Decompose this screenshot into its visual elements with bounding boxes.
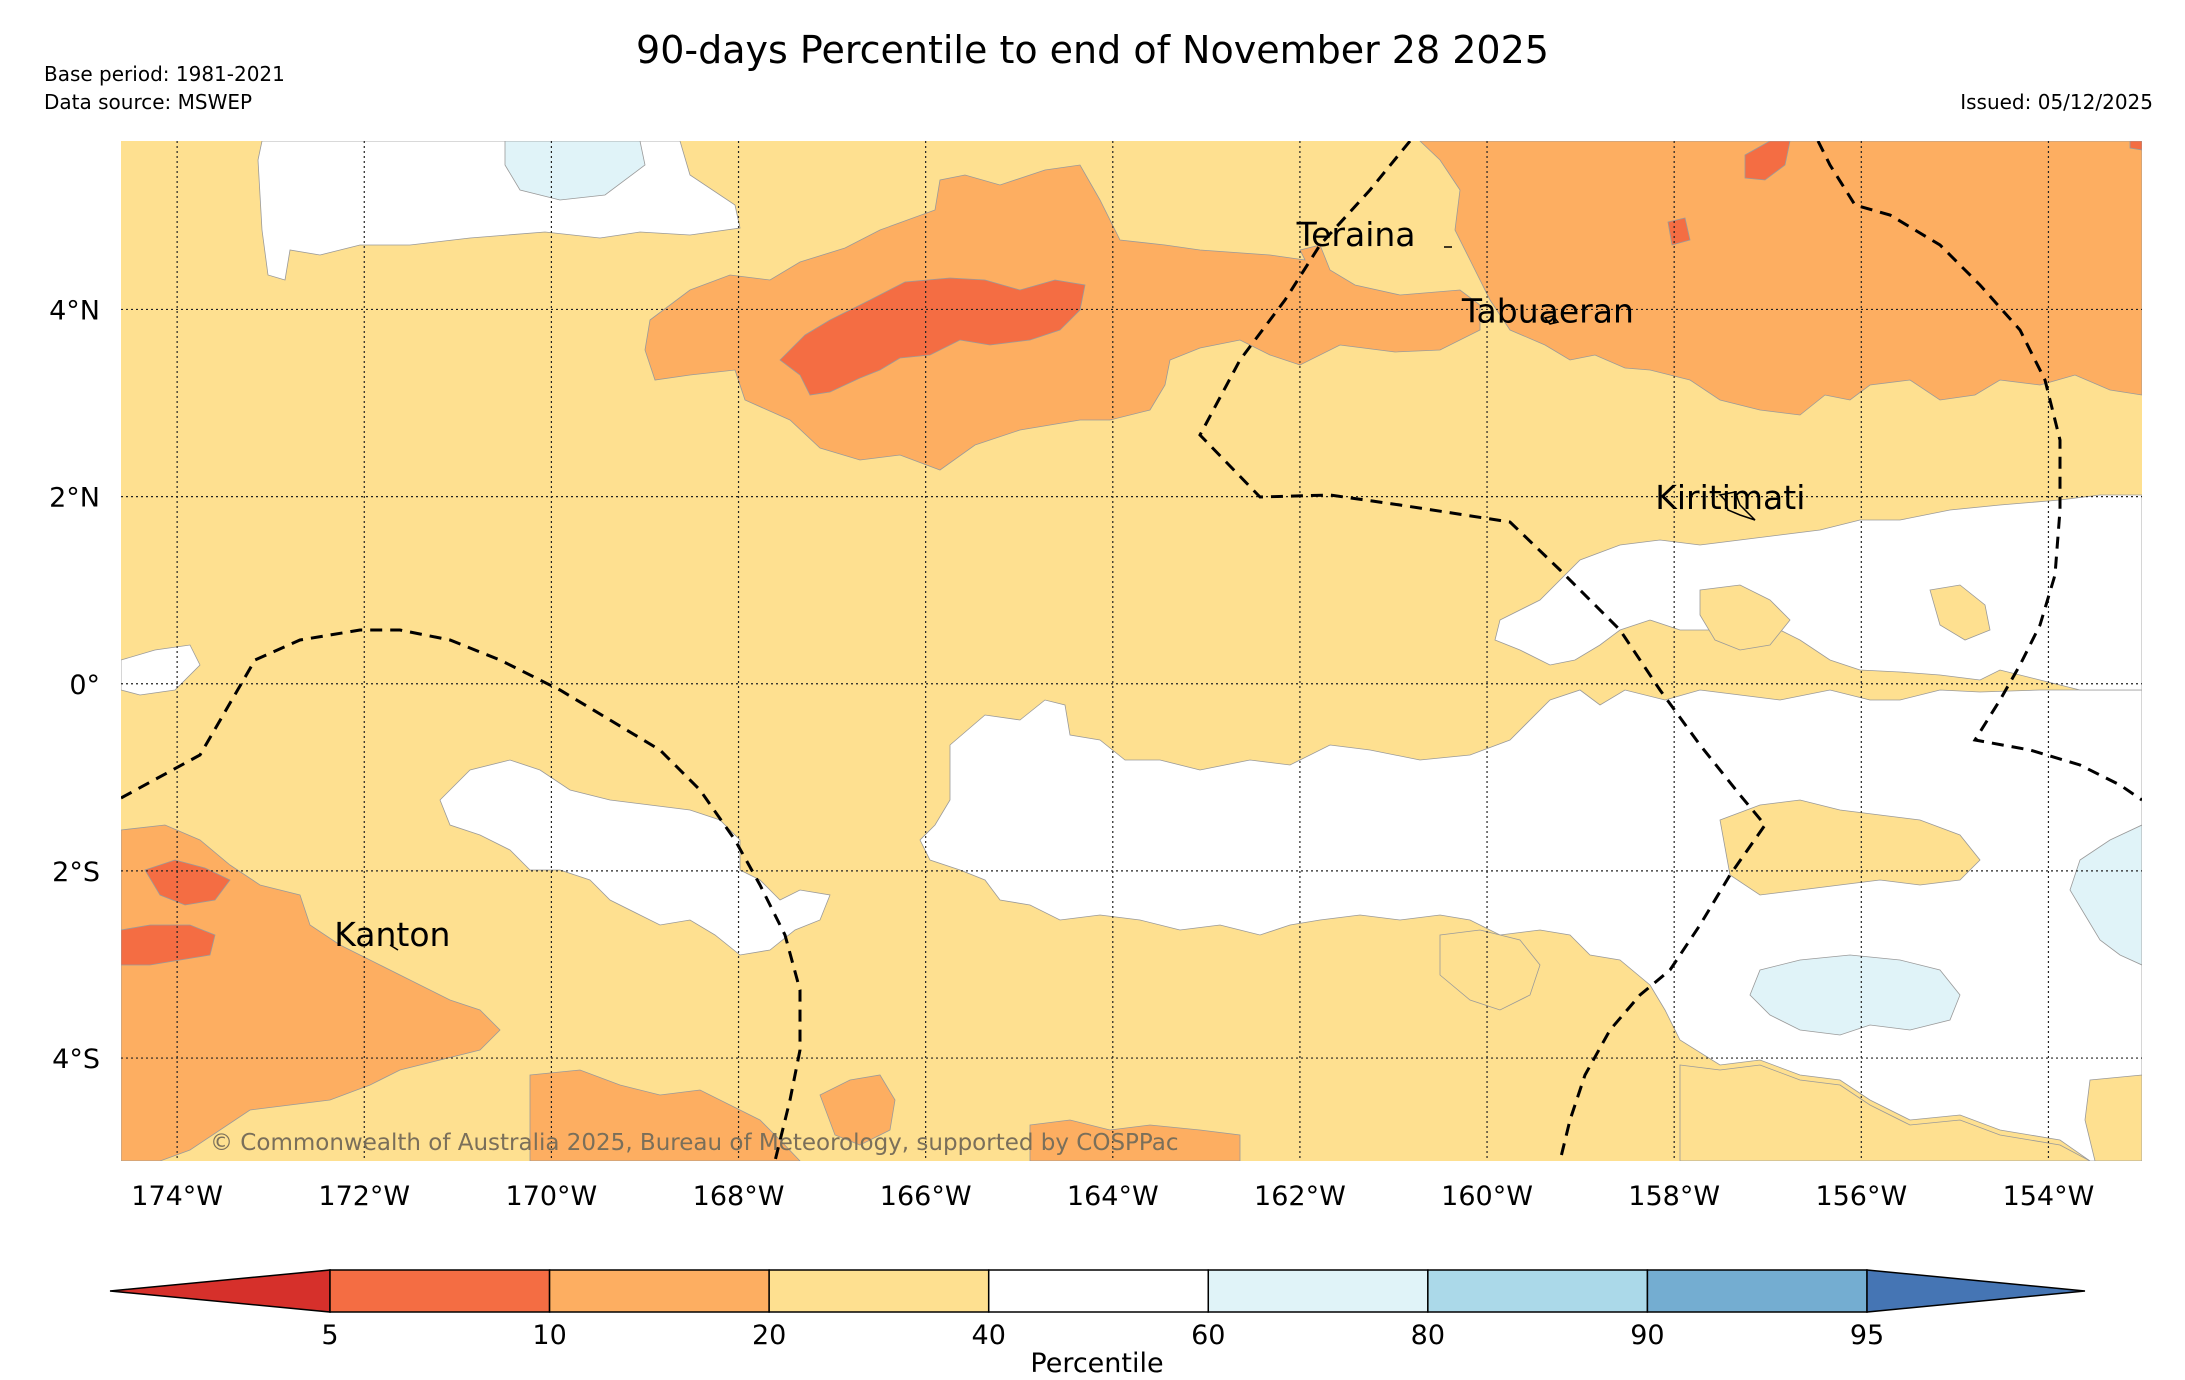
region-40-60 (919, 689, 2142, 1161)
colorbar: 5 10 20 40 60 80 90 95 (109, 1269, 2086, 1351)
x-tick-label: 160°W (1441, 1181, 1533, 1212)
colorbar-tick-label: 40 (972, 1320, 1006, 1351)
kiritimati-island (1718, 491, 1756, 521)
place-labels: Teraina Tabuaeran Kiritimati Kanton (334, 215, 1805, 954)
region-10-20 (529, 1069, 801, 1161)
colorbar-segment (548, 1269, 770, 1313)
region-10-20 (1419, 141, 2142, 416)
region-60-80 (2069, 824, 2142, 966)
colorbar-tick-label: 5 (321, 1320, 338, 1351)
region-60-80 (1749, 954, 1961, 1036)
place-label-tabuaeran: Tabuaeran (1461, 292, 1634, 331)
region-5-10 (1667, 217, 1691, 246)
region-10-20 (1029, 1119, 1241, 1161)
colorbar-tick-label: 20 (752, 1320, 786, 1351)
region-20-40 (1719, 799, 1981, 896)
region-40-60 (121, 644, 201, 696)
issued-date: Issued: 05/12/2025 (1960, 90, 2153, 114)
kanton-island (389, 944, 399, 951)
colorbar-segment (1427, 1269, 1649, 1313)
region-40-60 (1494, 494, 2142, 691)
y-tick-label: 0° (69, 670, 100, 701)
place-label-kanton: Kanton (334, 915, 450, 954)
place-label-kiritimati: Kiritimati (1655, 478, 1805, 517)
colorbar-label: Percentile (1030, 1348, 1163, 1379)
x-tick-label: 154°W (2003, 1181, 2095, 1212)
colorbar-tick-label: 10 (532, 1320, 566, 1351)
region-10-20 (121, 824, 501, 1161)
region-10-20 (819, 1074, 896, 1146)
island-outlines (389, 246, 1756, 951)
gridlines (121, 141, 2142, 1161)
region-5-10 (121, 924, 216, 966)
region-20-40 (1929, 584, 1991, 641)
colorbar-extend-high (1866, 1269, 2086, 1313)
colorbar-segment (1646, 1269, 1868, 1313)
y-tick-label: 2°S (52, 857, 100, 888)
colorbar-segment (329, 1269, 551, 1313)
colorbar-segment (1207, 1269, 1429, 1313)
colorbar-extend-low (109, 1269, 331, 1313)
region-20-40 (1439, 929, 1541, 1011)
y-tick-label: 4°S (52, 1044, 100, 1075)
region-5-10 (779, 277, 1086, 396)
eez-boundary-line (1198, 141, 1767, 1161)
y-tick-label: 2°N (49, 483, 100, 514)
colorbar-segment (768, 1269, 990, 1313)
colorbar-tick-label: 60 (1191, 1320, 1225, 1351)
region-20-40 (2084, 1074, 2142, 1161)
copyright-text: © Commonwealth of Australia 2025, Bureau… (210, 1130, 1179, 1156)
page-title: 90-days Percentile to end of November 28… (636, 28, 1549, 72)
region-60-80 (504, 141, 646, 201)
x-tick-label: 174°W (131, 1181, 223, 1212)
data-source: Data source: MSWEP (44, 90, 253, 114)
eez-boundaries (121, 141, 2142, 1161)
region-20-40 (1679, 1064, 2091, 1161)
x-tick-label: 162°W (1254, 1181, 1346, 1212)
x-tick-label: 168°W (693, 1181, 785, 1212)
x-tick-label: 164°W (1067, 1181, 1159, 1212)
y-axis-ticks: 4°N 2°N 0° 2°S 4°S (49, 295, 100, 1075)
region-5-10 (2129, 141, 2142, 151)
region-20-40 (1699, 584, 1791, 651)
region-5-10 (1744, 141, 1791, 181)
eez-boundary-line (121, 628, 802, 1161)
tabuaeran-island (1543, 315, 1560, 325)
x-tick-label: 170°W (506, 1181, 598, 1212)
x-tick-label: 156°W (1815, 1181, 1907, 1212)
eez-boundary-line (1816, 141, 2142, 802)
colorbar-tick-label: 80 (1411, 1320, 1445, 1351)
x-tick-label: 166°W (880, 1181, 972, 1212)
place-label-teraina: Teraina (1296, 215, 1416, 254)
y-tick-label: 4°N (49, 295, 100, 326)
colorbar-tick-label: 90 (1630, 1320, 1664, 1351)
region-40-60 (439, 759, 831, 956)
colorbar-tick-label: 95 (1850, 1320, 1884, 1351)
meta-left: Base period: 1981-2021 Data source: MSWE… (44, 60, 285, 116)
x-tick-label: 158°W (1628, 1181, 1720, 1212)
colorbar-segment (987, 1269, 1210, 1313)
percentile-regions (121, 141, 2142, 1161)
x-axis-ticks: 174°W 172°W 170°W 168°W 166°W 164°W 162°W 160°W… (131, 1181, 2094, 1212)
base-period: Base period: 1981-2021 (44, 62, 285, 86)
map-area: Teraina Tabuaeran Kiritimati Kanton © Commo… (121, 141, 2142, 1161)
x-tick-label: 172°W (318, 1181, 410, 1212)
